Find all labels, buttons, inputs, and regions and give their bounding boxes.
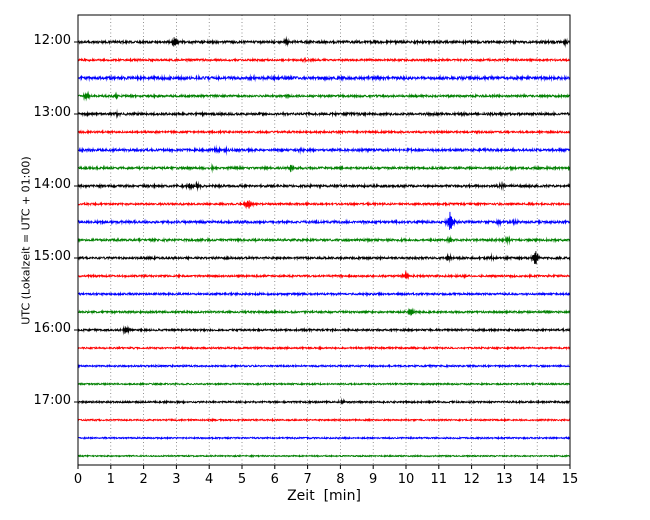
x-tick-label: 15 [561, 472, 579, 487]
x-tick-label: 9 [369, 472, 378, 487]
x-tick-label: 10 [397, 472, 415, 487]
y-tick-label: 17:00 [33, 393, 71, 408]
x-tick-label: 5 [237, 472, 247, 487]
x-tick-label: 12 [463, 472, 480, 487]
x-tick-label: 13 [496, 472, 513, 487]
x-tick-label: 11 [430, 472, 448, 487]
x-tick-label: 7 [303, 472, 312, 487]
x-tick-label: 6 [270, 472, 279, 487]
y-tick-label: 13:00 [33, 105, 71, 120]
y-tick-label: 16:00 [33, 321, 71, 336]
x-tick-label: 1 [106, 472, 115, 487]
y-tick-label: 12:00 [33, 33, 71, 48]
y-tick-label: 15:00 [33, 249, 71, 264]
x-tick-label: 8 [336, 472, 345, 487]
x-tick-label: 3 [172, 472, 181, 487]
y-tick-label: 14:00 [33, 177, 71, 192]
y-axis-label: UTC (Lokalzeit = UTC + 01:00) [19, 156, 33, 325]
x-tick-label: 14 [528, 472, 546, 487]
x-tick-label: 4 [205, 472, 214, 487]
x-tick-label: 2 [139, 472, 148, 487]
x-axis-label: Zeit [min] [287, 488, 361, 504]
x-tick-label: 0 [73, 472, 83, 487]
